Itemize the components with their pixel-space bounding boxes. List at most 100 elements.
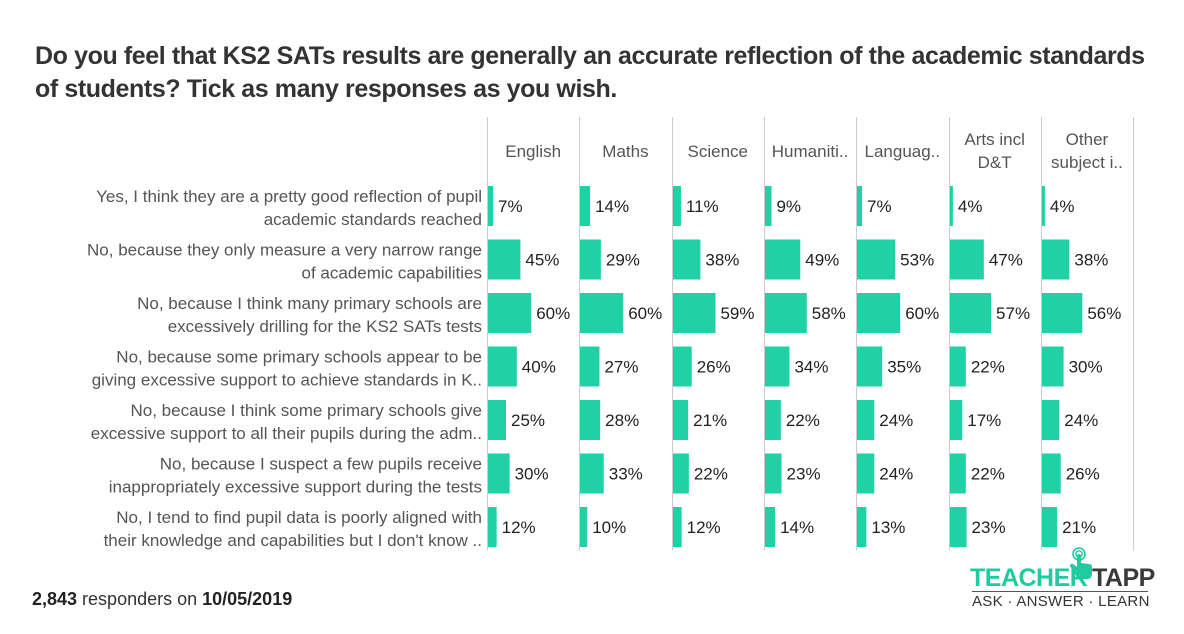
row-label: No, because some primary schools appear … xyxy=(116,348,482,367)
responders-footer: 2,843 responders on 10/05/2019 xyxy=(32,589,292,610)
bar xyxy=(857,346,883,387)
column-header: subject i.. xyxy=(1051,153,1123,172)
data-label: 57% xyxy=(996,304,1030,323)
bar xyxy=(673,507,682,547)
data-label: 22% xyxy=(971,358,1005,377)
data-label: 22% xyxy=(786,411,820,430)
tapping-hand-icon xyxy=(1070,547,1092,579)
chart-title: Do you feel that KS2 SATs results are ge… xyxy=(35,42,1145,103)
data-label: 10% xyxy=(592,518,626,537)
logo-word-tapp: TAPP xyxy=(1092,564,1155,592)
column-header: Science xyxy=(688,142,748,161)
data-label: 24% xyxy=(879,411,913,430)
bar xyxy=(580,186,591,226)
data-label: 60% xyxy=(628,304,662,323)
data-label: 9% xyxy=(776,197,801,216)
row-label: academic standards reached xyxy=(264,210,482,229)
data-label: 7% xyxy=(867,197,892,216)
row-label: excessively drilling for the KS2 SATs te… xyxy=(168,317,482,336)
survey-date: 10/05/2019 xyxy=(202,589,293,609)
data-label: 21% xyxy=(1062,518,1096,537)
row-label: No, because I think some primary schools… xyxy=(131,401,483,420)
bar xyxy=(950,293,992,333)
bar xyxy=(857,293,901,333)
data-label: 17% xyxy=(967,411,1001,430)
bar xyxy=(950,186,953,226)
data-label: 12% xyxy=(687,518,721,537)
data-label: 23% xyxy=(787,465,821,484)
data-label: 60% xyxy=(905,304,939,323)
bar xyxy=(488,507,497,547)
data-label: 4% xyxy=(1050,197,1075,216)
column-header: Languag.. xyxy=(865,142,941,161)
data-label: 59% xyxy=(720,304,754,323)
bar xyxy=(580,453,604,494)
data-label: 26% xyxy=(1066,465,1100,484)
bar xyxy=(765,239,801,280)
bar xyxy=(580,346,600,387)
bar xyxy=(673,239,701,280)
data-label: 38% xyxy=(705,251,739,270)
column-header: Other xyxy=(1066,130,1109,149)
responder-count: 2,843 xyxy=(32,589,78,609)
bar xyxy=(950,453,966,494)
data-label: 30% xyxy=(515,465,549,484)
logo-divider xyxy=(972,591,1148,592)
teacher-tapp-logo: TEACHER TAPP ASK · ANSWER · LEARN xyxy=(970,547,1160,615)
row-label: No, because they only measure a very nar… xyxy=(87,241,482,260)
row-label: No, because I think many primary schools… xyxy=(137,294,482,313)
bar xyxy=(1042,346,1064,387)
bar xyxy=(488,400,506,440)
bar-chart: English Maths Science Humaniti.. Languag.. Ar… xyxy=(87,117,1134,551)
bar xyxy=(765,293,807,333)
data-label: 47% xyxy=(989,251,1023,270)
bar xyxy=(1042,293,1083,333)
bar xyxy=(488,293,532,333)
bar xyxy=(1042,400,1060,440)
bar xyxy=(765,346,790,387)
bar xyxy=(673,293,716,333)
data-label: 33% xyxy=(609,465,643,484)
data-label: 21% xyxy=(693,411,727,430)
column-header: Arts incl xyxy=(964,130,1024,149)
bar xyxy=(857,239,896,280)
data-label: 24% xyxy=(1064,411,1098,430)
logo-wordmark: TEACHER TAPP xyxy=(970,564,1155,592)
data-label: 60% xyxy=(536,304,570,323)
row-label: giving excessive support to achieve stan… xyxy=(92,371,482,390)
bar xyxy=(488,239,521,280)
data-label: 22% xyxy=(971,465,1005,484)
data-label: 12% xyxy=(502,518,536,537)
data-label: 30% xyxy=(1069,358,1103,377)
column-header: D&T xyxy=(978,153,1012,172)
bar xyxy=(765,507,776,547)
bar xyxy=(580,293,624,333)
bar xyxy=(580,400,601,440)
row-label: No, because I suspect a few pupils recei… xyxy=(160,455,482,474)
column-header: Maths xyxy=(602,142,648,161)
data-label: 49% xyxy=(805,251,839,270)
data-label: 28% xyxy=(605,411,639,430)
data-label: 22% xyxy=(694,465,728,484)
bar xyxy=(765,186,772,226)
bar xyxy=(1042,507,1058,547)
data-label: 4% xyxy=(958,197,983,216)
row-label: Yes, I think they are a pretty good refl… xyxy=(96,187,482,206)
data-label: 24% xyxy=(879,465,913,484)
bar xyxy=(1042,186,1045,226)
data-label: 11% xyxy=(686,197,719,216)
data-label: 35% xyxy=(887,358,921,377)
data-label: 7% xyxy=(498,197,523,216)
data-label: 53% xyxy=(900,251,934,270)
bar xyxy=(950,507,967,547)
bar xyxy=(673,346,692,387)
logo-word-teacher: TEACHER xyxy=(970,564,1088,592)
data-label: 27% xyxy=(604,358,638,377)
data-label: 23% xyxy=(972,518,1006,537)
data-label: 58% xyxy=(812,304,846,323)
bar xyxy=(950,346,966,387)
logo-tagline: ASK · ANSWER · LEARN xyxy=(972,593,1150,610)
row-label: their knowledge and capabilities but I d… xyxy=(104,531,482,550)
row-label: No, I tend to find pupil data is poorly … xyxy=(116,508,482,527)
data-label: 29% xyxy=(606,251,640,270)
